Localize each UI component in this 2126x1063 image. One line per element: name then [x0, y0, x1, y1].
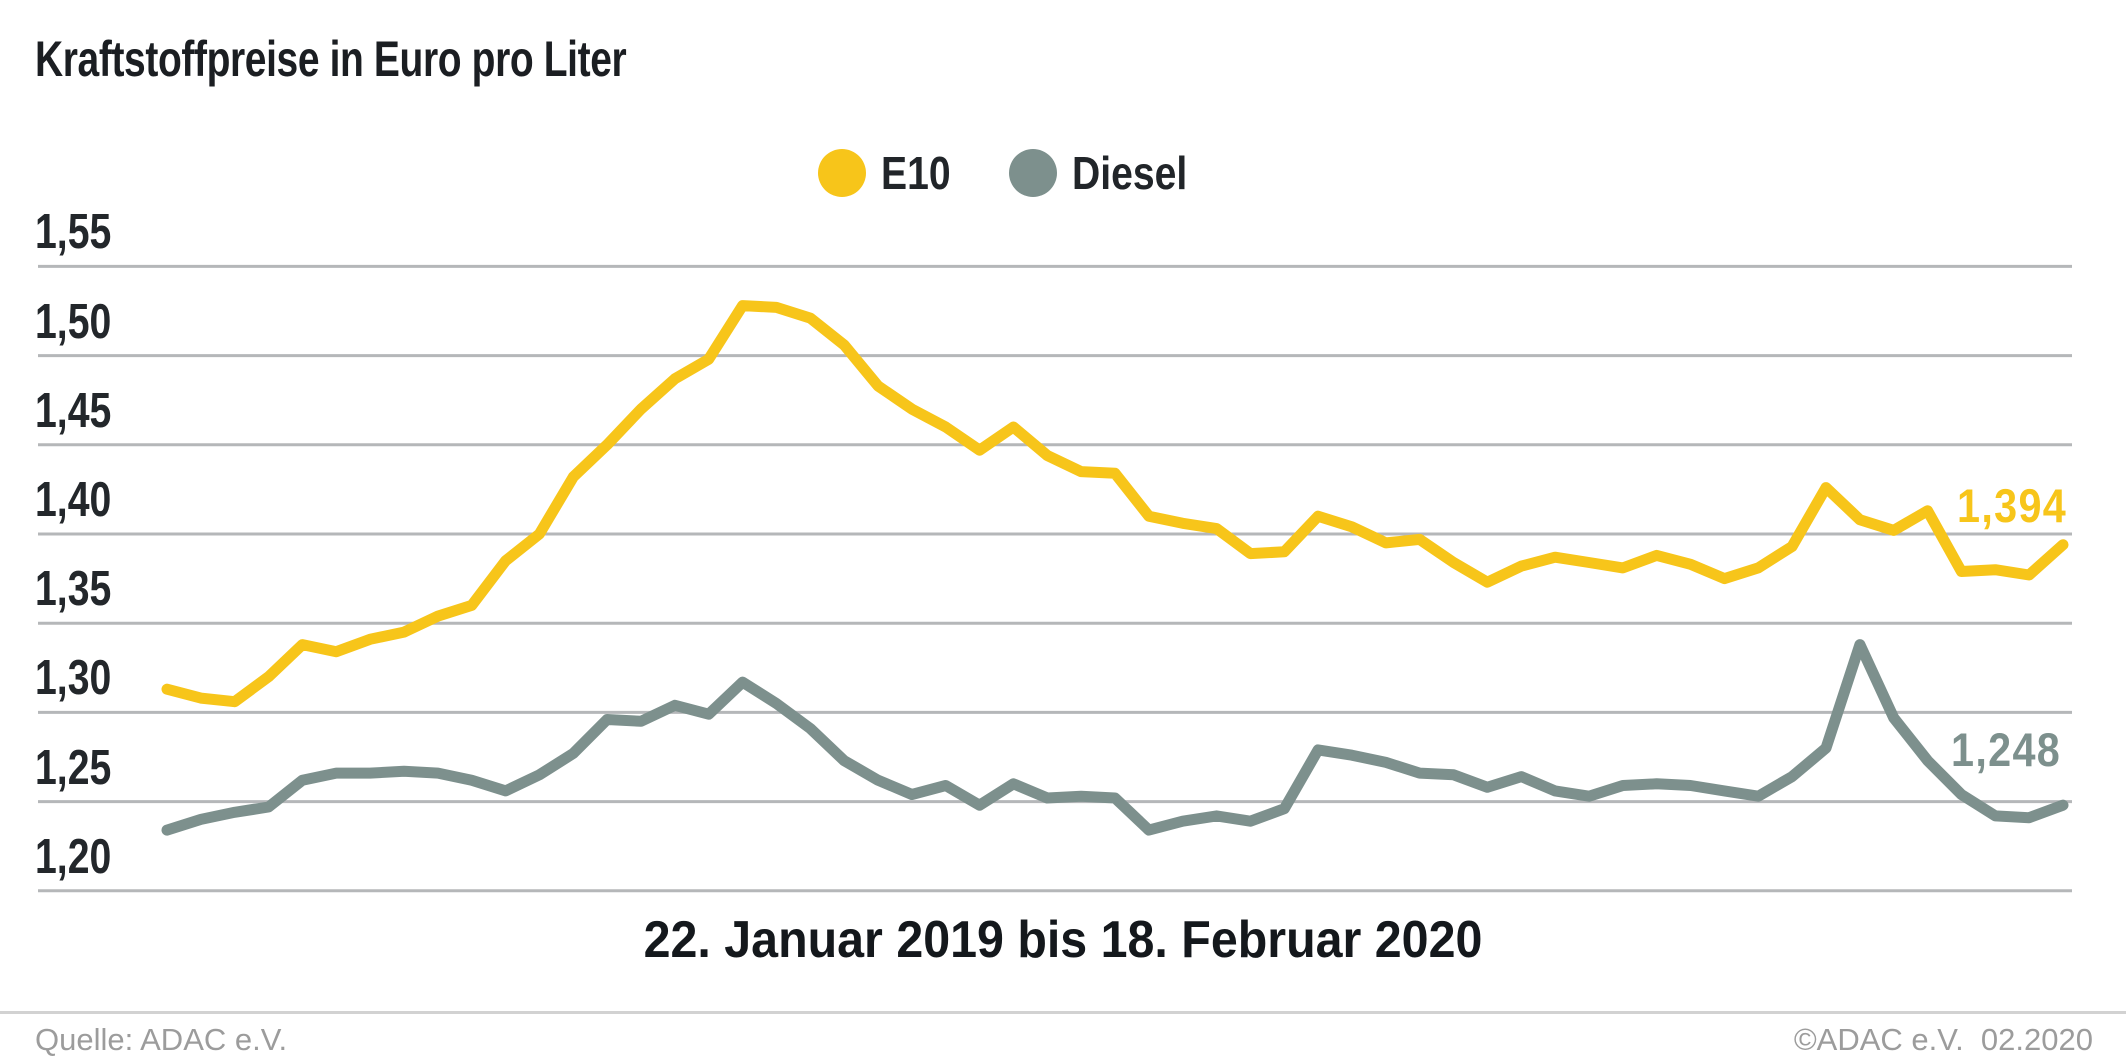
y-tick-label-1,55: 1,55 [35, 205, 112, 260]
y-tick-label-1,20: 1,20 [35, 829, 112, 884]
x-axis-caption: 22. Januar 2019 bis 18. Februar 2020 [643, 911, 1483, 969]
y-tick-label-1,30: 1,30 [35, 651, 112, 706]
diesel-legend-dot-icon [1008, 149, 1057, 197]
e10-value-label: 1,394 [1957, 479, 2068, 532]
y-tick-label-1,35: 1,35 [35, 562, 112, 617]
legend-item-diesel: Diesel [1008, 146, 1208, 200]
legend: E10 Diesel [818, 146, 1207, 200]
diesel-value-label: 1,248 [1951, 723, 2062, 776]
e10-legend-dot-icon [818, 149, 866, 197]
e10-price-line [161, 300, 2069, 708]
diesel-price-line [161, 639, 2069, 836]
y-tick-label-1,25: 1,25 [35, 740, 112, 795]
legend-item-e10: E10 [818, 146, 963, 200]
chart-title: Kraftstoffpreise in Euro pro Liter [35, 31, 627, 87]
y-tick-label-1,50: 1,50 [35, 294, 112, 349]
source-note: Quelle: ADAC e.V. [35, 1022, 288, 1057]
legend-label-e10: E10 [881, 147, 951, 199]
copyright-note: ©ADAC e.V. 02.2020 [1793, 1022, 2093, 1057]
footer-divider [0, 1011, 2126, 1014]
legend-label-diesel: Diesel [1071, 147, 1188, 199]
y-tick-label-1,40: 1,40 [35, 473, 112, 527]
y-tick-label-1,45: 1,45 [35, 383, 112, 438]
